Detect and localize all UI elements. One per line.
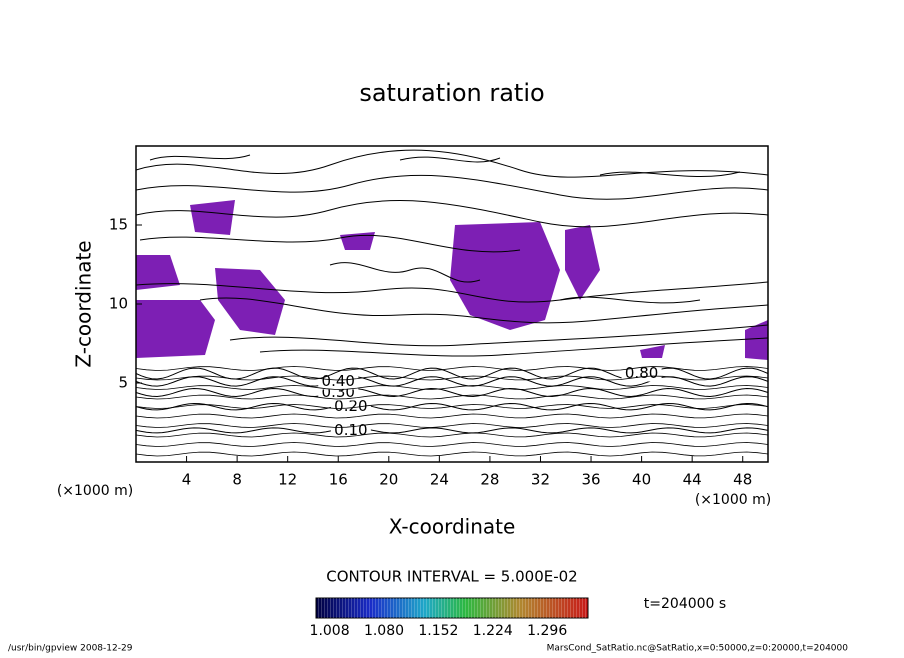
background-contour [135,432,769,438]
contour-label-bg [318,373,359,390]
x-tick-label: 12 [278,471,297,489]
x-tick-label: 16 [329,471,348,489]
x-tick-label: 44 [683,471,702,489]
x-tick-label: 20 [379,471,398,489]
colorbar-tick-label: 1.152 [418,623,458,639]
y-tick-label: 10 [109,295,128,313]
supersaturated-region [640,345,665,358]
time-label: t=204000 s [644,596,726,612]
y-tick-label: 15 [109,216,128,234]
background-contour [135,366,769,371]
contour-line [135,387,769,398]
colorbar-stripes [316,598,588,618]
contour-line [135,427,769,434]
y-tick-label: 5 [118,374,128,392]
contour-line [135,376,769,387]
footer-left: /usr/bin/gpview 2008-12-29 [8,644,133,654]
contour-line [135,367,769,380]
contour-label-bg [621,365,662,382]
x-axis-label: X-coordinate [389,515,516,539]
chart-title: saturation ratio [359,79,544,107]
colorbar-ticks: 1.008 1.080 1.152 1.224 1.296 [310,623,568,639]
y-unit: (×1000 m) [695,492,771,508]
x-tick-label: 4 [182,471,192,489]
background-contour [135,451,769,457]
x-tick-label: 28 [480,471,499,489]
background-contour [135,385,769,390]
supersaturated-region [136,255,180,290]
x-tick-label: 48 [733,471,752,489]
background-contour [135,423,769,428]
contour-interval: CONTOUR INTERVAL = 5.000E-02 [326,568,577,586]
footer-right: MarsCond_SatRatio.nc@SatRatio,x=0:50000,… [547,644,849,654]
contour-label-bg [330,422,371,439]
x-unit: (×1000 m) [57,483,133,499]
contour-lines: 0.100.200.300.40 0.80 [135,364,769,457]
supersaturated-region [340,232,375,250]
x-tick-label: 8 [232,471,242,489]
background-contour [135,404,769,409]
plot-area: 0.100.200.300.40 0.80 [135,145,769,463]
background-contour [135,375,769,381]
x-tick-label: 32 [531,471,550,489]
background-contour [135,394,769,400]
colorbar-tick-label: 1.224 [473,623,513,639]
contour-label: 0.20 [334,397,367,415]
background-contours [135,149,769,357]
colorbar-tick-label: 1.296 [527,623,567,639]
y-axis-label: Z-coordinate [72,240,96,367]
supersaturated-region [190,200,235,235]
background-contour [135,442,769,447]
x-tick-label: 36 [581,471,600,489]
contour-label-bg [330,398,371,415]
contour-label: 0.40 [322,372,355,390]
supersaturated-regions [136,200,768,360]
supersaturated-region [136,300,215,358]
background-contour [135,413,769,419]
supersaturated-region [450,222,560,330]
supersaturated-region [745,320,768,360]
colorbar-tick-label: 1.080 [364,623,404,639]
contour-label: 0.10 [334,421,367,439]
supersaturated-region [565,225,600,300]
supersaturated-region [215,268,285,335]
colorbar-tick-label: 1.008 [310,623,350,639]
x-tick-label: 24 [430,471,449,489]
x-tick-label: 40 [632,471,651,489]
